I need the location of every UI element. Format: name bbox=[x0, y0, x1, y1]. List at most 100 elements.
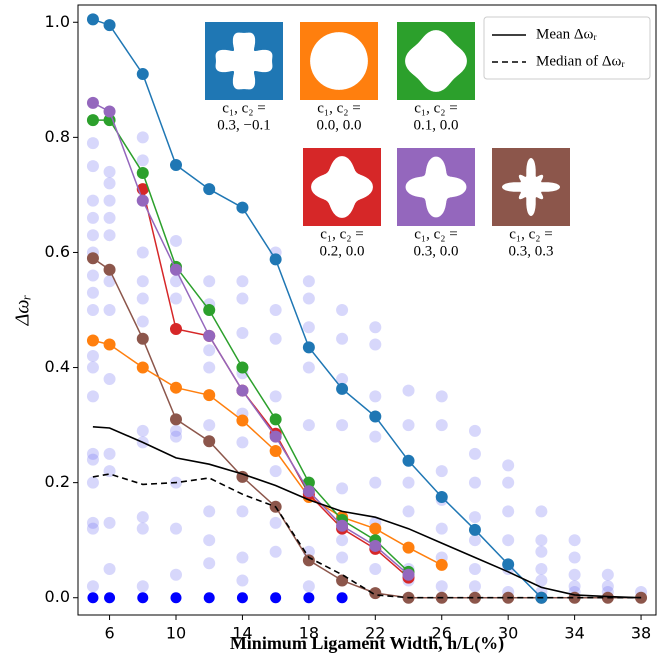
sample-point bbox=[269, 332, 282, 345]
legend-box bbox=[483, 16, 651, 80]
sample-point bbox=[236, 436, 249, 449]
sample-point bbox=[103, 304, 116, 316]
series-marker bbox=[103, 19, 116, 32]
y-tick-label: 1.0 bbox=[45, 12, 70, 31]
series-marker bbox=[236, 384, 249, 397]
inset-label: 0.3, 0.3 bbox=[509, 243, 554, 259]
sample-point bbox=[336, 332, 349, 345]
sample-point bbox=[269, 516, 282, 529]
sample-point bbox=[236, 505, 249, 518]
sample-point bbox=[236, 327, 249, 340]
sample-point bbox=[468, 534, 481, 547]
sample-point bbox=[86, 580, 99, 593]
series-marker bbox=[136, 167, 149, 180]
sample-point bbox=[169, 568, 182, 581]
sample-point bbox=[103, 447, 116, 460]
sample-point bbox=[369, 390, 382, 403]
sample-point bbox=[203, 344, 216, 357]
series-marker bbox=[435, 558, 448, 571]
x-tick-label: 34 bbox=[564, 624, 584, 643]
series-marker bbox=[502, 558, 515, 571]
sample-point bbox=[86, 361, 99, 374]
zero-point bbox=[236, 592, 248, 604]
x-tick-label: 18 bbox=[299, 624, 319, 643]
sample-point bbox=[136, 580, 149, 593]
sample-point bbox=[236, 574, 249, 587]
series-marker bbox=[136, 361, 149, 374]
x-tick-label: 38 bbox=[631, 624, 651, 643]
x-axis-label: Minimum Ligament Width, h/L(%) bbox=[230, 633, 504, 654]
sample-point bbox=[136, 131, 149, 144]
sample-point bbox=[336, 534, 349, 547]
series-marker bbox=[369, 410, 382, 423]
sample-point bbox=[86, 390, 99, 403]
series-marker bbox=[236, 414, 249, 427]
sample-point bbox=[302, 419, 315, 432]
series-marker bbox=[468, 523, 481, 536]
zero-point bbox=[203, 592, 215, 604]
x-tick-label: 10 bbox=[166, 624, 186, 643]
series-marker bbox=[86, 334, 99, 347]
series-marker bbox=[236, 361, 249, 374]
x-tick-label: 6 bbox=[104, 624, 114, 643]
sample-point bbox=[468, 424, 481, 437]
sample-point bbox=[535, 562, 548, 575]
series-marker bbox=[86, 114, 99, 127]
legend-label: Median of Δωᵣ bbox=[536, 53, 625, 69]
sample-point bbox=[103, 177, 116, 190]
sample-point bbox=[502, 505, 515, 518]
inset-label: c₁, c₂ = bbox=[317, 100, 360, 116]
sample-point bbox=[468, 562, 481, 575]
inset-shape bbox=[215, 32, 273, 90]
sample-point bbox=[336, 304, 349, 316]
sample-point bbox=[86, 194, 99, 207]
zero-point bbox=[170, 592, 182, 604]
inset-label: c₁, c₂ = bbox=[509, 226, 552, 242]
sample-point bbox=[103, 211, 116, 224]
sample-point bbox=[103, 275, 116, 288]
series-marker bbox=[136, 194, 149, 207]
sample-point bbox=[535, 505, 548, 518]
zero-point bbox=[104, 592, 116, 604]
sample-point bbox=[302, 361, 315, 374]
sample-point bbox=[136, 424, 149, 437]
sample-point bbox=[203, 534, 216, 547]
sample-point bbox=[568, 568, 581, 581]
series-marker bbox=[302, 554, 315, 567]
series-marker bbox=[203, 329, 216, 342]
sample-point bbox=[136, 511, 149, 524]
sample-point bbox=[568, 551, 581, 564]
series-marker bbox=[435, 491, 448, 504]
sample-point bbox=[302, 580, 315, 593]
series-marker bbox=[169, 413, 182, 426]
series-marker bbox=[136, 332, 149, 345]
sample-point bbox=[402, 419, 415, 432]
x-tick-label: 26 bbox=[432, 624, 452, 643]
sample-point bbox=[435, 390, 448, 403]
series-marker bbox=[203, 304, 216, 316]
sample-point bbox=[601, 580, 614, 593]
sample-point bbox=[369, 430, 382, 443]
sample-point bbox=[369, 476, 382, 489]
sample-point bbox=[86, 522, 99, 535]
inset-shape bbox=[405, 156, 467, 218]
sample-point bbox=[86, 516, 99, 529]
series-marker bbox=[103, 338, 116, 351]
y-tick-label: 0.6 bbox=[45, 242, 70, 261]
inset-label: 0.2, 0.0 bbox=[320, 243, 365, 259]
sample-point bbox=[86, 229, 99, 242]
sample-point bbox=[568, 534, 581, 547]
sample-point bbox=[369, 321, 382, 334]
series-marker bbox=[203, 389, 216, 402]
sample-point bbox=[468, 511, 481, 524]
sample-point bbox=[203, 505, 216, 518]
inset-label: 0.1, 0.0 bbox=[414, 117, 459, 133]
series-marker bbox=[402, 541, 415, 554]
series-marker bbox=[402, 454, 415, 467]
series-marker bbox=[302, 485, 315, 498]
series-marker bbox=[86, 96, 99, 109]
sample-point bbox=[269, 465, 282, 478]
sample-point bbox=[236, 275, 249, 288]
sample-point bbox=[336, 551, 349, 564]
